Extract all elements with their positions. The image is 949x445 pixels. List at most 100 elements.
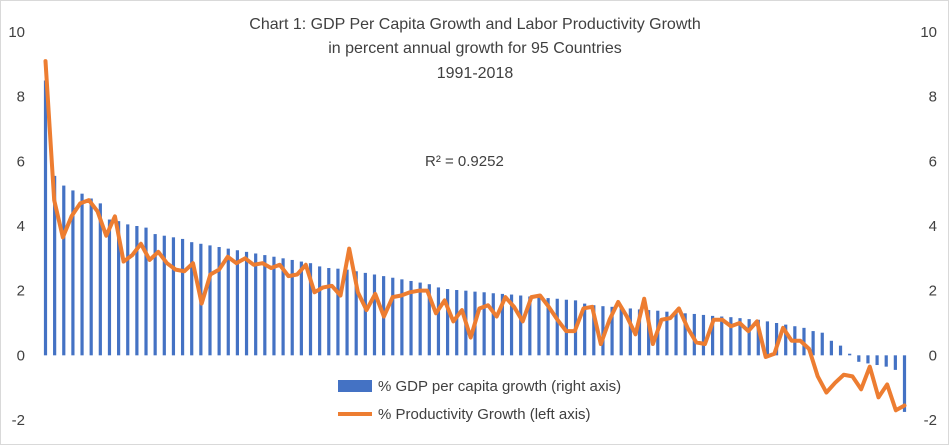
gdp-bar [747, 319, 751, 356]
gdp-bar [418, 282, 422, 356]
gdp-bar [857, 355, 861, 362]
chart-title-line-3: 1991-2018 [437, 65, 514, 82]
gdp-bar [254, 253, 258, 356]
gdp-bar [628, 308, 632, 356]
gdp-bar [162, 235, 166, 356]
gdp-bar [336, 268, 340, 356]
gdp-bar [564, 299, 568, 356]
gdp-bar [820, 332, 824, 356]
gdp-bar [226, 248, 230, 356]
gdp-bar [546, 298, 550, 356]
right-axis-tick-label: -2 [924, 412, 937, 429]
gdp-bar [583, 303, 587, 356]
gdp-bar [62, 185, 66, 356]
gdp-bar [144, 227, 148, 356]
gdp-bar [811, 331, 815, 356]
gdp-bar [363, 272, 367, 356]
gdp-bar [190, 242, 194, 356]
gdp-bar [729, 317, 733, 356]
gdp-bar [683, 313, 687, 356]
gdp-bar [537, 297, 541, 356]
gdp-bar [738, 318, 742, 356]
gdp-bar [308, 263, 313, 356]
gdp-bar [391, 277, 395, 356]
right-axis-tick-label: 4 [929, 218, 937, 235]
gdp-bar [53, 175, 57, 356]
gdp-bar [838, 345, 843, 356]
gdp-bar [107, 219, 112, 356]
productivity-line [43, 59, 907, 413]
gdp-bar [482, 292, 486, 356]
gdp-bar [601, 306, 605, 356]
gdp-bar [400, 279, 404, 356]
gdp-bar [784, 324, 788, 356]
gdp-bar [555, 298, 559, 356]
gdp-bar [509, 294, 514, 356]
gdp-bar [427, 284, 431, 356]
right-axis-tick-label: 8 [929, 89, 937, 106]
gdp-bar [235, 250, 239, 356]
gdp-bar [711, 315, 715, 356]
right-axis-tick-label: 6 [929, 153, 937, 170]
gdp-bar [345, 269, 349, 356]
gdp-bar [528, 296, 532, 356]
gdp-bar [217, 247, 221, 356]
left-axis-tick-label: 4 [17, 218, 25, 235]
gdp-bar [445, 289, 450, 356]
gdp-bar [43, 80, 48, 356]
gdp-bar [263, 255, 267, 356]
chart-title-line-2: in percent annual growth for 95 Countrie… [328, 40, 622, 57]
gdp-bar [701, 314, 706, 356]
gdp-bar [117, 221, 121, 356]
right-axis-tick-label: 10 [920, 24, 937, 41]
gdp-bar [756, 319, 760, 356]
gdp-bar [171, 237, 176, 356]
gdp-bar [272, 256, 276, 356]
right-axis-tick-label: 2 [929, 283, 937, 300]
gdp-bar [665, 311, 669, 356]
gdp-bar [692, 313, 696, 356]
gdp-bar [866, 355, 870, 364]
gdp-bar [893, 355, 897, 370]
gdp-bar [455, 290, 459, 356]
gdp-bar [765, 321, 770, 356]
gdp-bar [647, 310, 651, 356]
legend-bar-swatch [338, 380, 372, 392]
left-axis-tick-label: 0 [17, 347, 25, 364]
left-axis-ticks: 10 8 6 4 2 0 -2 [8, 24, 25, 429]
gdp-bars [43, 80, 907, 412]
left-axis-tick-label: -2 [12, 412, 25, 429]
gdp-bar [80, 193, 84, 356]
gdp-bar [592, 305, 596, 356]
gdp-bar [281, 258, 285, 356]
gdp-bar [848, 353, 852, 356]
gdp-bar [327, 268, 331, 356]
gdp-bar [318, 266, 322, 356]
gdp-bar [409, 280, 413, 356]
gdp-bar [372, 274, 377, 356]
gdp-bar [610, 306, 614, 356]
gdp-bar [135, 226, 139, 356]
gdp-bar [491, 293, 495, 356]
left-axis-tick-label: 10 [8, 24, 25, 41]
right-axis-tick-label: 0 [929, 347, 937, 364]
legend-bar-label: % GDP per capita growth (right axis) [378, 378, 621, 395]
gdp-bar [902, 355, 907, 412]
gdp-bar [153, 234, 157, 356]
gdp-bar [89, 198, 93, 356]
gdp-bar [208, 245, 212, 356]
legend: % GDP per capita growth (right axis) % P… [338, 378, 621, 423]
gdp-bar [519, 295, 523, 356]
left-axis-tick-label: 8 [17, 89, 25, 106]
gdp-bar [98, 203, 102, 356]
gdp-bar [71, 190, 75, 356]
gdp-bar [619, 307, 623, 356]
gdp-bar [180, 238, 185, 356]
gdp-bar [244, 251, 249, 356]
gdp-bar [500, 293, 505, 356]
gdp-bar [774, 323, 779, 356]
gdp-bar [299, 261, 303, 356]
gdp-bar [674, 312, 678, 356]
